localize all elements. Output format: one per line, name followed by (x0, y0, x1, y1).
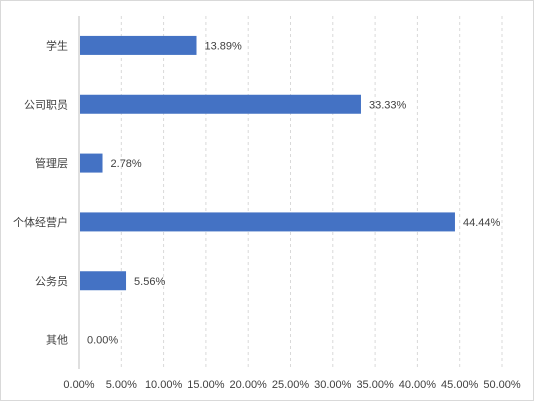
category-label: 公司职员 (24, 98, 68, 111)
x-tick-label: 40.00% (399, 379, 437, 391)
data-label: 5.56% (134, 276, 165, 288)
bar (80, 153, 103, 173)
category-label: 管理层 (35, 156, 68, 170)
data-label: 13.89% (205, 40, 243, 52)
x-tick-label: 20.00% (230, 379, 268, 391)
category-label: 其他 (46, 334, 68, 347)
x-tick-label: 45.00% (441, 379, 479, 391)
bar (80, 212, 455, 232)
data-label: 44.44% (463, 217, 501, 229)
category-label: 个体经营户 (13, 215, 68, 229)
data-label: 2.78% (111, 158, 142, 170)
bar (80, 271, 127, 291)
category-label: 学生 (46, 38, 68, 52)
x-tick-label: 30.00% (314, 379, 352, 391)
x-tick-label: 50.00% (483, 379, 521, 391)
bar (80, 35, 197, 55)
bar (80, 94, 361, 114)
x-tick-label: 10.00% (145, 379, 183, 391)
x-tick-label: 0.00% (63, 379, 94, 391)
x-tick-label: 25.00% (272, 379, 310, 391)
data-label: 0.00% (87, 335, 118, 347)
data-label: 33.33% (369, 99, 407, 111)
x-tick-label: 5.00% (106, 379, 137, 391)
x-tick-label: 35.00% (356, 379, 394, 391)
x-tick-label: 15.00% (187, 379, 225, 391)
category-label: 公务员 (35, 275, 68, 288)
